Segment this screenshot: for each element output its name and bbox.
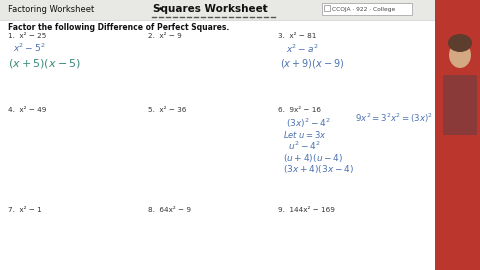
Text: 1.  x² − 25: 1. x² − 25	[8, 33, 47, 39]
Text: $(3x+4)(3x-4)$: $(3x+4)(3x-4)$	[283, 163, 354, 175]
Text: 3.  x² − 81: 3. x² − 81	[278, 33, 316, 39]
Text: •: •	[262, 5, 267, 14]
Ellipse shape	[449, 42, 471, 68]
Bar	[324, 5, 330, 11]
FancyBboxPatch shape	[443, 75, 477, 135]
Text: CCOJA · 922 · College: CCOJA · 922 · College	[332, 6, 395, 12]
Bar	[435, 0, 480, 270]
Text: $x^2-a^2$: $x^2-a^2$	[286, 43, 319, 55]
Text: $x^2-5^2$: $x^2-5^2$	[13, 42, 46, 54]
Text: $u^2-4^2$: $u^2-4^2$	[288, 140, 321, 152]
Text: $(x+9)(x-9)$: $(x+9)(x-9)$	[280, 56, 344, 69]
Text: 8.  64x² − 9: 8. 64x² − 9	[148, 207, 191, 213]
Text: $(u+4)(u-4)$: $(u+4)(u-4)$	[283, 152, 343, 164]
Text: $(3x)^2-4^2$: $(3x)^2-4^2$	[286, 116, 331, 130]
Text: 9.  144x² − 169: 9. 144x² − 169	[278, 207, 335, 213]
Text: 2.  x² − 9: 2. x² − 9	[148, 33, 182, 39]
Text: 6.  9x² − 16: 6. 9x² − 16	[278, 107, 321, 113]
Text: 7.  x² − 1: 7. x² − 1	[8, 207, 42, 213]
Text: 4.  x² − 49: 4. x² − 49	[8, 107, 47, 113]
Text: 5.  x² − 36: 5. x² − 36	[148, 107, 186, 113]
Text: Factoring Worksheet: Factoring Worksheet	[8, 5, 94, 15]
Text: Factor the following Difference of Perfect Squares.: Factor the following Difference of Perfe…	[8, 22, 229, 32]
Text: $(x+5)(x-5)$: $(x+5)(x-5)$	[8, 58, 81, 70]
FancyBboxPatch shape	[322, 3, 412, 15]
Ellipse shape	[448, 34, 472, 52]
Text: Squares Worksheet: Squares Worksheet	[153, 4, 267, 14]
Text: •: •	[158, 5, 163, 14]
Bar	[0, 0, 480, 20]
Bar	[435, 0, 480, 270]
Text: $9x^2=3^2x^2=(3x)^2$: $9x^2=3^2x^2=(3x)^2$	[355, 111, 433, 125]
Text: $Let\ u=3x$: $Let\ u=3x$	[283, 130, 327, 140]
